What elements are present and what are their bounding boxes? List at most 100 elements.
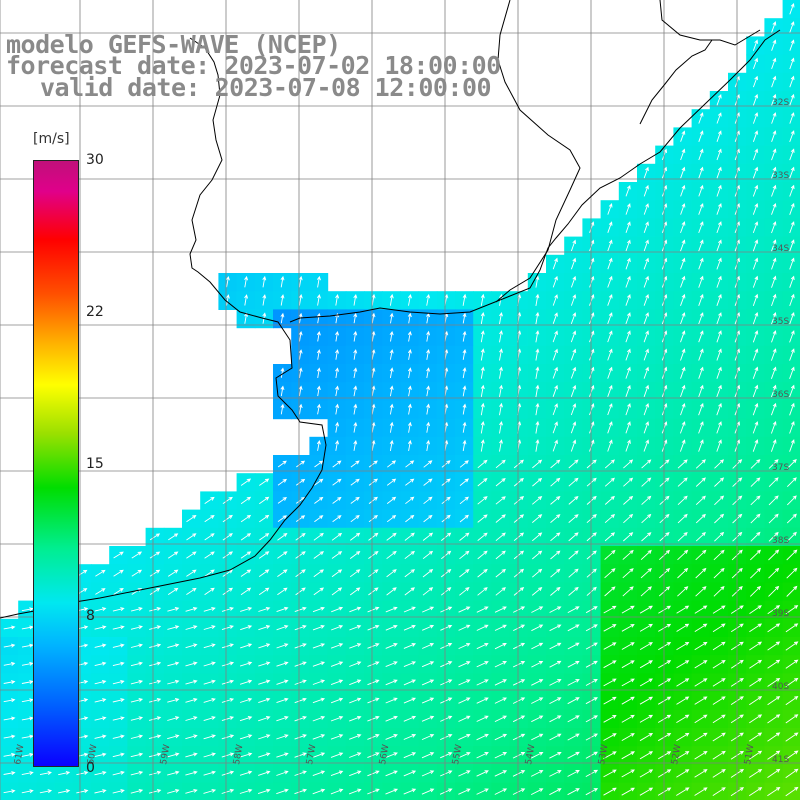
wind-arrow — [680, 203, 686, 215]
wind-arrow — [185, 625, 198, 630]
wind-arrow — [167, 569, 179, 577]
wind-arrow — [112, 789, 125, 794]
wind-arrow — [625, 348, 631, 361]
wind-arrow — [477, 587, 488, 596]
wind-arrow — [512, 679, 526, 686]
wind-arrow — [296, 460, 306, 468]
wind-arrow — [750, 531, 761, 542]
wind-arrow — [405, 478, 415, 486]
wind-arrow — [589, 221, 595, 233]
wind-arrow — [680, 293, 686, 306]
wind-arrow — [21, 752, 34, 757]
wind-arrow — [167, 698, 180, 703]
wind-arrow — [604, 586, 616, 597]
wind-arrow — [423, 514, 433, 523]
wind-arrow — [368, 515, 378, 523]
wind-arrow — [625, 239, 631, 252]
wind-arrow — [585, 751, 598, 759]
wind-arrow — [312, 715, 326, 722]
colorbar-unit: [m/s] — [33, 131, 70, 147]
wind-arrow — [698, 257, 704, 270]
longitude-label: 54W — [524, 744, 537, 766]
wind-arrow — [585, 624, 598, 632]
wind-arrow — [221, 788, 235, 794]
wind-arrow — [771, 57, 777, 70]
wind-arrow — [367, 643, 380, 649]
wind-arrow — [530, 788, 544, 796]
wind-arrow — [353, 421, 358, 433]
wind-arrow — [495, 532, 506, 542]
wind-arrow — [713, 549, 725, 561]
wind-arrow — [639, 787, 654, 796]
wind-arrow — [749, 567, 762, 579]
wind-arrow — [371, 312, 376, 324]
wind-arrow — [3, 789, 16, 794]
wind-arrow — [112, 734, 125, 739]
wind-arrow — [353, 294, 358, 306]
wind-arrow — [789, 21, 795, 33]
wind-arrow — [386, 550, 397, 560]
wind-arrow — [712, 696, 726, 705]
wind-arrow — [403, 661, 417, 668]
wind-arrow — [277, 569, 288, 577]
wind-arrow — [789, 384, 795, 398]
wind-arrow — [222, 533, 233, 541]
wind-arrow — [312, 734, 326, 740]
wind-arrow — [149, 533, 161, 541]
wind-arrow — [440, 679, 453, 686]
wind-arrow — [95, 569, 106, 577]
wind-arrow — [698, 402, 704, 416]
wind-arrow — [294, 788, 308, 795]
wind-arrow — [716, 239, 722, 252]
wind-arrow — [698, 239, 704, 252]
wind-arrow — [585, 660, 598, 668]
wind-arrow — [625, 275, 631, 288]
wind-arrow — [535, 293, 540, 306]
wind-arrow — [716, 202, 722, 215]
wind-arrow — [716, 93, 722, 106]
wind-arrow — [203, 734, 216, 740]
wind-arrow — [185, 643, 198, 649]
wind-arrow — [39, 770, 52, 776]
wind-arrow — [385, 697, 398, 704]
wind-arrow — [349, 697, 362, 704]
wind-arrow — [749, 549, 762, 561]
wind-arrow — [567, 679, 580, 686]
wind-arrow — [149, 551, 161, 559]
wind-arrow — [532, 532, 543, 542]
wind-arrow — [257, 788, 271, 795]
wind-arrow — [204, 587, 215, 596]
wind-arrow — [767, 623, 781, 633]
wind-arrow — [589, 439, 595, 452]
wind-arrow — [426, 385, 431, 397]
longitude-label: 61W — [13, 744, 26, 766]
wind-arrow — [676, 623, 690, 632]
wind-arrow — [550, 568, 561, 578]
wind-arrow — [350, 532, 361, 541]
wind-arrow — [607, 203, 613, 215]
wind-arrow — [386, 496, 397, 504]
wind-arrow — [130, 752, 144, 758]
wind-arrow — [94, 752, 107, 758]
wind-arrow — [349, 661, 362, 667]
wind-arrow — [167, 551, 179, 559]
wind-arrow — [407, 421, 412, 433]
wind-arrow — [239, 752, 253, 758]
wind-arrow — [680, 184, 686, 197]
wind-arrow — [422, 624, 435, 631]
wind-arrow — [767, 787, 781, 797]
wind-arrow — [607, 330, 613, 343]
wind-arrow — [694, 660, 708, 669]
latitude-label: 40S — [772, 682, 789, 692]
wind-arrow — [698, 221, 704, 234]
wind-arrow — [113, 587, 124, 595]
wind-arrow — [623, 495, 634, 505]
wind-arrow — [298, 312, 303, 324]
wind-arrow — [458, 606, 471, 613]
wind-arrow — [130, 698, 144, 703]
wind-arrow — [512, 697, 526, 704]
wind-arrow — [476, 733, 489, 741]
wind-arrow — [477, 477, 488, 487]
wind-arrow — [639, 751, 654, 760]
